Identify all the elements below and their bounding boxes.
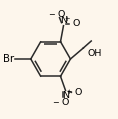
Text: +: + — [64, 16, 70, 22]
Text: +: + — [66, 89, 72, 95]
Text: O: O — [74, 88, 82, 97]
Text: Br: Br — [3, 54, 14, 64]
Text: N: N — [60, 16, 67, 25]
Text: OH: OH — [87, 49, 102, 58]
Text: −: − — [52, 98, 59, 107]
Text: O: O — [61, 98, 69, 107]
Text: O: O — [58, 10, 65, 19]
Text: O: O — [72, 19, 80, 28]
Text: −: − — [48, 10, 55, 19]
Text: N: N — [62, 91, 69, 100]
